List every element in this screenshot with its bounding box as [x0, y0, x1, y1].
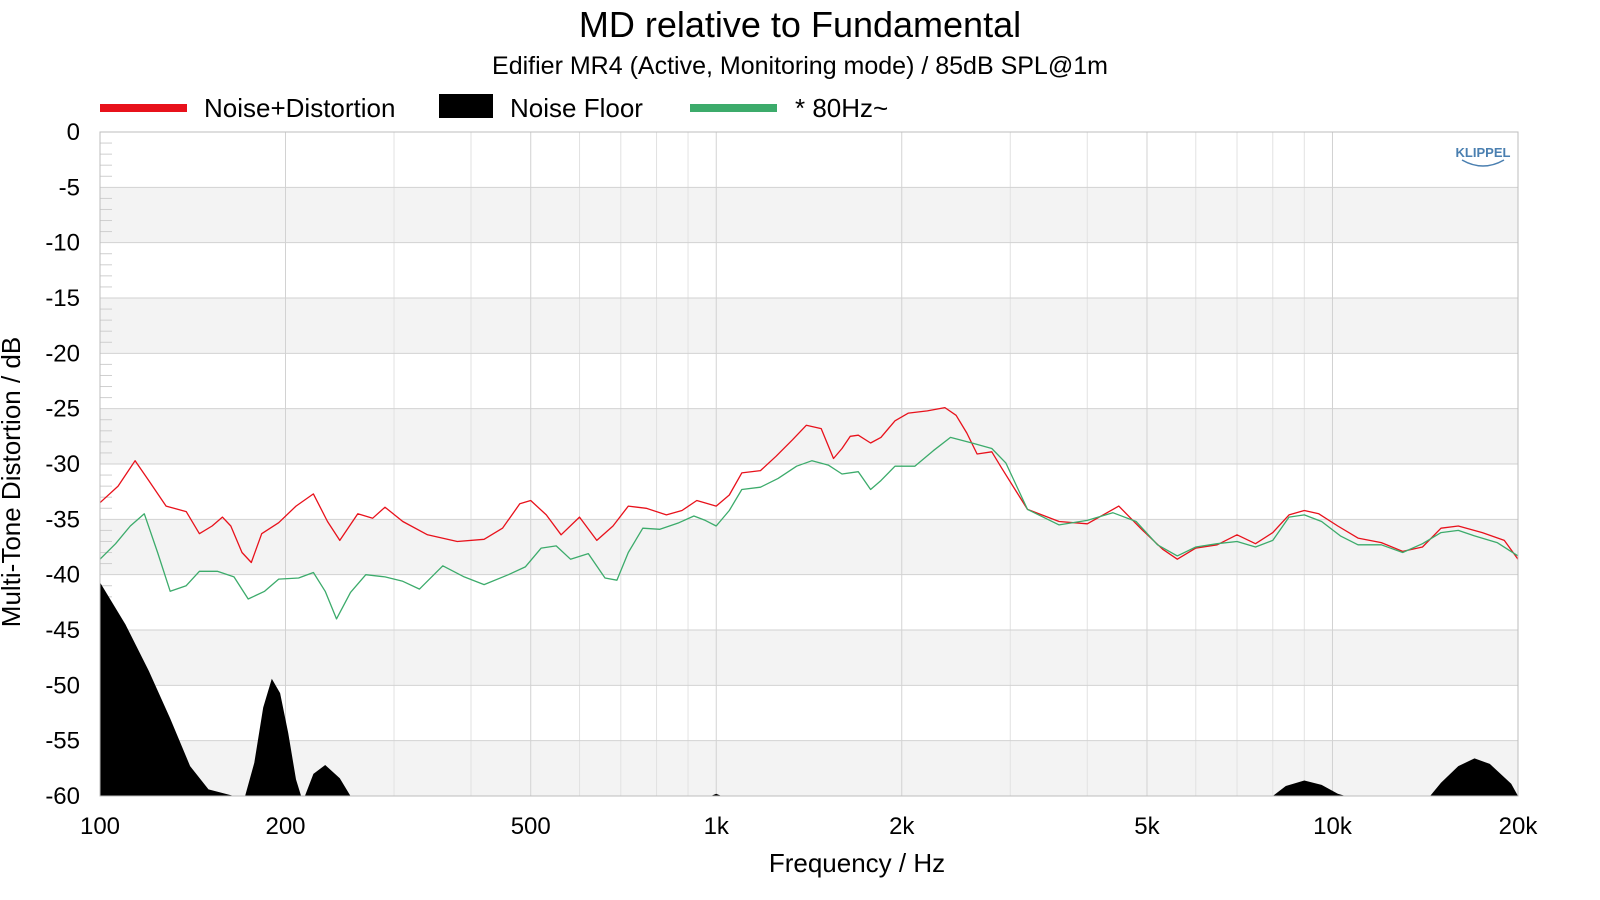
x-axis-label: Frequency / Hz — [769, 848, 945, 878]
background-band — [100, 242, 1518, 298]
y-tick-label: -45 — [45, 617, 80, 644]
x-tick-label: 100 — [80, 813, 120, 840]
chart-subtitle: Edifier MR4 (Active, Monitoring mode) / … — [492, 52, 1108, 80]
klippel-logo: KLIPPEL — [1456, 145, 1511, 167]
y-tick-label: 0 — [67, 119, 80, 146]
background-bands — [100, 132, 1518, 796]
background-band — [100, 408, 1518, 464]
background-band — [100, 298, 1518, 354]
background-band — [100, 519, 1518, 575]
y-tick-label: -15 — [45, 285, 80, 312]
y-tick-label: -5 — [59, 174, 80, 201]
x-tick-label: 1k — [704, 813, 730, 840]
background-band — [100, 574, 1518, 630]
y-tick-label: -35 — [45, 506, 80, 533]
legend-label-80hz: * 80Hz~ — [795, 93, 889, 123]
series-noise-distortion — [99, 406, 1519, 564]
klippel-logo-text: KLIPPEL — [1456, 145, 1511, 160]
chart-title: MD relative to Fundamental — [578, 4, 1022, 45]
y-tick-label: -30 — [45, 451, 80, 478]
x-tick-label: 2k — [889, 813, 915, 840]
y-axis-label: Multi-Tone Distortion / dB — [0, 337, 26, 627]
y-tick-label: -10 — [45, 230, 80, 257]
klippel-logo-swoosh — [1461, 159, 1505, 167]
legend-swatch-noise-floor — [439, 94, 493, 118]
background-band — [100, 187, 1518, 243]
legend-swatch-noise-distortion — [100, 104, 187, 112]
legend-label-noise-floor: Noise Floor — [510, 93, 643, 123]
legend-label-noise-distortion: Noise+Distortion — [204, 93, 396, 123]
x-axis-ticks: 100 200 500 1k 2k 5k 10k 20k — [80, 813, 1538, 840]
background-band — [100, 685, 1518, 741]
background-band — [100, 353, 1518, 409]
background-band — [100, 630, 1518, 686]
x-tick-label: 5k — [1134, 813, 1160, 840]
x-tick-label: 10k — [1313, 813, 1353, 840]
plot-frame — [99, 131, 1519, 797]
y-tick-label: -50 — [45, 672, 80, 699]
y-axis-ticks: 0 -5 -10 -15 -20 -25 -30 -35 -40 -45 -50 -55 -60 — [45, 119, 80, 810]
y-tick-label: -60 — [45, 783, 80, 810]
y-tick-label: -40 — [45, 562, 80, 589]
legend-swatch-80hz — [690, 104, 777, 112]
y-tick-label: -55 — [45, 728, 80, 755]
background-band — [100, 132, 1518, 188]
x-tick-label: 200 — [265, 813, 305, 840]
y-tick-label: -20 — [45, 340, 80, 367]
series-layer — [99, 406, 1519, 796]
y-tick-label: -25 — [45, 396, 80, 423]
x-tick-label: 500 — [511, 813, 551, 840]
background-band — [100, 464, 1518, 520]
x-tick-label: 20k — [1499, 813, 1539, 840]
series-80hz — [99, 436, 1519, 620]
